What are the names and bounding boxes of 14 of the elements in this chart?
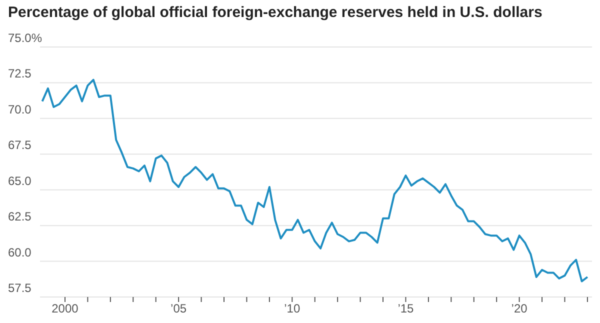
y-tick-label: 67.5 — [8, 138, 32, 152]
y-tick-label: 72.5 — [8, 66, 32, 81]
y-tick-label: 65.0 — [8, 174, 32, 188]
chart-title: Percentage of global official foreign-exchange reserves held in U.S. dollars — [8, 4, 542, 21]
y-tick-label: 75.0% — [8, 31, 42, 45]
y-tick-label: 60.0 — [8, 245, 32, 260]
x-tick-label: 2000 — [52, 302, 79, 316]
y-tick-label: 62.5 — [8, 210, 32, 224]
y-tick-label: 57.5 — [8, 281, 32, 295]
x-tick-label: ’05 — [170, 302, 187, 316]
x-tick-label: ’20 — [511, 302, 528, 316]
x-tick-label: ’10 — [284, 302, 300, 316]
y-tick-label: 70.0 — [8, 102, 32, 116]
x-tick-label: ’15 — [398, 302, 414, 316]
